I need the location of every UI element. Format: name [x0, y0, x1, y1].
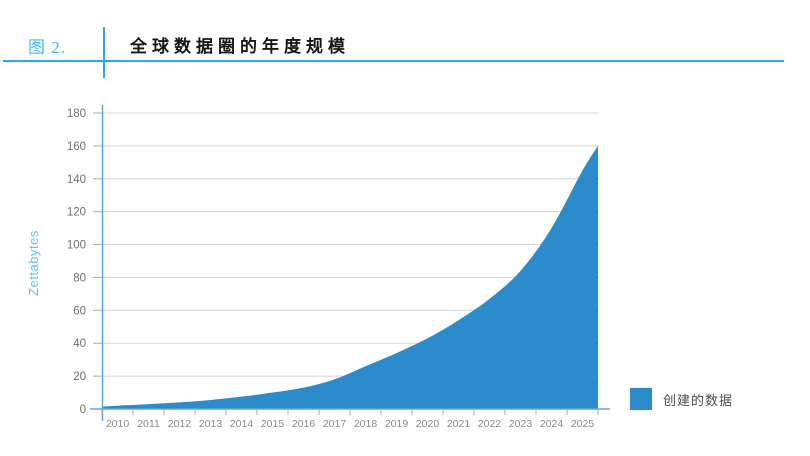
x-tick-label: 2012	[168, 418, 192, 430]
x-tick-label: 2015	[261, 418, 285, 430]
x-tick-label: 2013	[199, 418, 223, 430]
x-tick-label: 2016	[292, 418, 316, 430]
y-tick-label: 0	[80, 404, 86, 416]
y-tick-label: 160	[67, 141, 86, 153]
x-tick-label: 2019	[385, 418, 409, 430]
y-axis-title: Zettabytes	[26, 230, 41, 296]
x-tick-label: 2018	[354, 418, 378, 430]
x-tick-label: 2024	[540, 418, 564, 430]
x-tick-label: 2020	[416, 418, 440, 430]
x-tick-label: 2025	[571, 418, 595, 430]
x-tick-label: 2022	[478, 418, 502, 430]
legend-swatch-created-data	[630, 388, 652, 410]
header-divider	[103, 27, 105, 78]
y-tick-label: 180	[67, 108, 86, 120]
created-data-area-series	[102, 145, 598, 409]
y-tick-label: 100	[67, 240, 86, 252]
y-tick-label: 40	[73, 338, 86, 350]
x-tick-label: 2017	[323, 418, 347, 430]
y-tick-label: 120	[67, 207, 86, 219]
y-tick-label: 20	[73, 371, 86, 383]
legend: 创建的数据	[630, 388, 733, 410]
x-tick-label: 2014	[230, 418, 254, 430]
y-tick-label: 140	[67, 174, 86, 186]
x-tick-label: 2021	[447, 418, 471, 430]
legend-label: 创建的数据	[663, 392, 734, 408]
x-tick-label: 2010	[106, 418, 130, 430]
x-tick-label: 2011	[137, 418, 160, 430]
header-rule	[3, 60, 784, 62]
y-tick-label: 80	[73, 272, 86, 284]
x-tick-label: 2023	[509, 418, 533, 430]
tick-labels: 0 20 40 60 80 100 120 140 160 180 2010 2011 2012 2013…	[67, 108, 595, 430]
figure-label: 图 2.	[28, 38, 66, 57]
y-tick-label: 60	[73, 305, 86, 317]
chart-title: 全球数据圈的年度规模	[130, 37, 350, 56]
tick-marks	[93, 112, 599, 415]
